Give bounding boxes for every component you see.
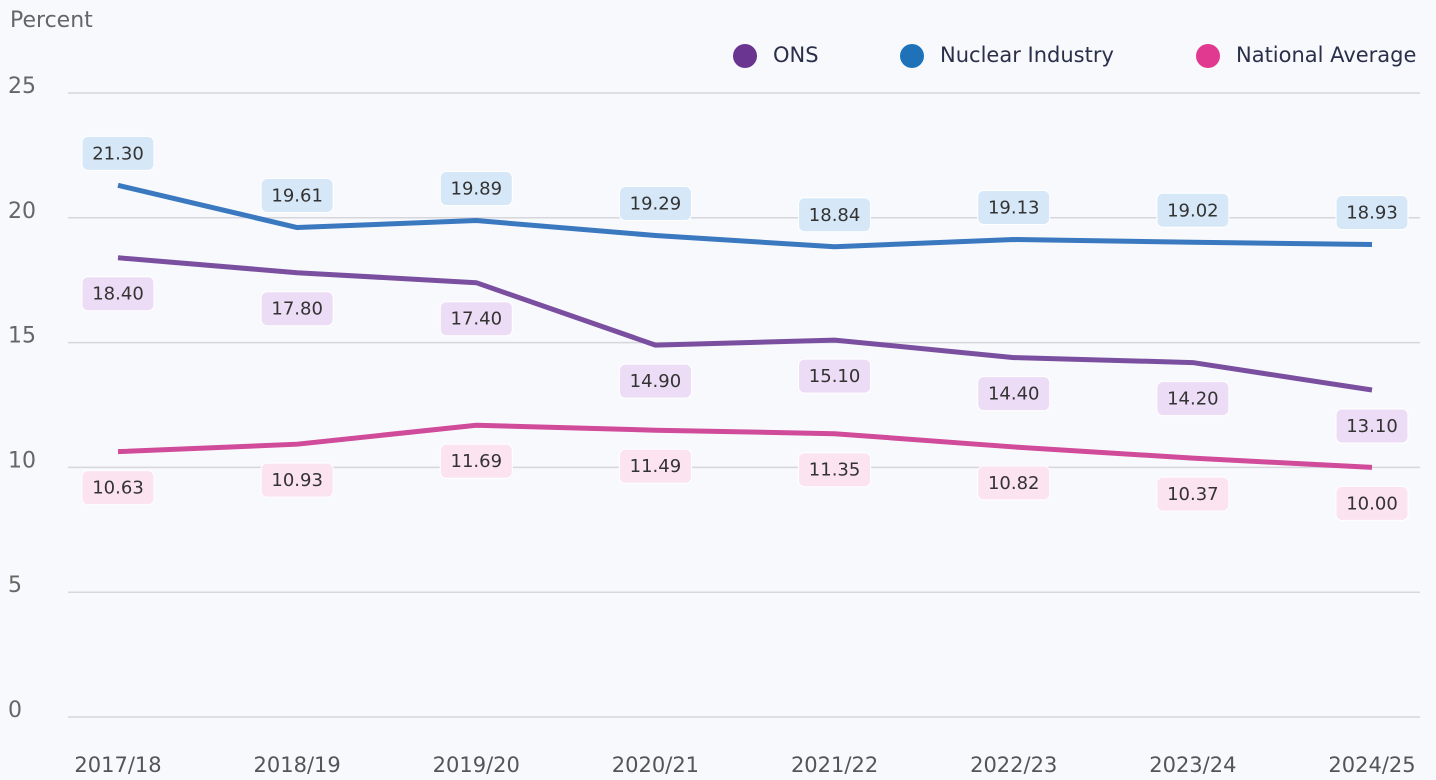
y-tick-label: 25 (8, 74, 36, 99)
data-label-box (618, 186, 692, 222)
data-label-box (260, 178, 334, 214)
data-label-box (260, 291, 334, 327)
data-label: 13.10 (1335, 408, 1409, 444)
data-label-text: 13.10 (1346, 416, 1398, 437)
data-label: 10.63 (81, 470, 155, 506)
data-label-text: 21.30 (92, 143, 144, 164)
data-label-box (798, 197, 872, 233)
data-label: 19.13 (977, 190, 1051, 226)
data-label-box (798, 452, 872, 488)
data-label-box (977, 190, 1051, 226)
series-line (117, 255, 1373, 393)
data-label-box (1335, 408, 1409, 444)
data-label: 19.61 (260, 178, 334, 214)
data-label-box (1156, 381, 1230, 417)
y-tick-label: 15 (8, 324, 36, 349)
x-tick-label: 2017/18 (74, 753, 161, 777)
data-label: 10.37 (1156, 476, 1230, 512)
y-tick-label: 5 (8, 573, 22, 598)
data-label-box (1156, 476, 1230, 512)
legend-swatch (733, 44, 757, 68)
data-label-text: 18.84 (809, 205, 861, 226)
data-label: 11.35 (798, 452, 872, 488)
data-label: 14.90 (618, 363, 692, 399)
series-line (117, 182, 1373, 250)
data-label-text: 15.10 (809, 366, 861, 387)
legend-swatch (1196, 44, 1220, 68)
data-label-text: 11.69 (451, 451, 503, 472)
data-label-box (798, 358, 872, 394)
data-label-text: 10.82 (988, 473, 1040, 494)
data-label: 17.40 (439, 301, 513, 337)
x-tick-label: 2019/20 (433, 753, 520, 777)
data-label: 10.93 (260, 462, 334, 498)
data-label-text: 14.40 (988, 384, 1040, 405)
data-label-box (1156, 192, 1230, 228)
x-tick-label: 2023/24 (1149, 753, 1236, 777)
y-tick-label: 10 (8, 448, 36, 473)
data-label: 14.20 (1156, 381, 1230, 417)
x-tick-label: 2021/22 (791, 753, 878, 777)
data-label: 11.69 (439, 443, 513, 479)
data-label: 19.29 (618, 186, 692, 222)
data-label-box (977, 376, 1051, 412)
data-label: 19.89 (439, 171, 513, 207)
data-label-box (439, 443, 513, 479)
x-tick-label: 2022/23 (970, 753, 1057, 777)
data-label-text: 10.37 (1167, 484, 1219, 505)
data-label: 18.93 (1335, 195, 1409, 231)
x-tick-label: 2024/25 (1328, 753, 1415, 777)
data-label: 10.82 (977, 465, 1051, 501)
data-label-box (260, 462, 334, 498)
data-label-box (81, 276, 155, 312)
data-label-text: 14.20 (1167, 389, 1219, 410)
data-label: 17.80 (260, 291, 334, 327)
data-label-box (618, 448, 692, 484)
data-label-text: 17.80 (271, 299, 323, 320)
legend-label: ONS (773, 43, 819, 67)
data-label: 18.40 (81, 276, 155, 312)
data-label-text: 10.93 (271, 470, 323, 491)
legend-label: National Average (1236, 43, 1416, 67)
series-line (117, 422, 1373, 470)
data-label-box (81, 135, 155, 171)
data-label-text: 19.13 (988, 198, 1040, 219)
data-label-text: 17.40 (451, 309, 503, 330)
data-label-text: 10.00 (1346, 493, 1398, 514)
data-label: 15.10 (798, 358, 872, 394)
data-label: 10.00 (1335, 485, 1409, 521)
y-tick-label: 20 (8, 199, 36, 224)
legend-label: Nuclear Industry (940, 43, 1114, 67)
y-tick-label: 0 (8, 698, 22, 723)
data-label-text: 11.49 (630, 456, 682, 477)
x-tick-label: 2018/19 (254, 753, 341, 777)
data-label-box (1335, 195, 1409, 231)
y-axis-label: Percent (10, 8, 93, 33)
data-label-text: 14.90 (630, 371, 682, 392)
data-label-text: 10.63 (92, 478, 144, 499)
data-label: 11.49 (618, 448, 692, 484)
data-label-text: 18.93 (1346, 203, 1398, 224)
data-label-text: 19.89 (451, 179, 503, 200)
data-label-box (439, 171, 513, 207)
data-label: 21.30 (81, 135, 155, 171)
data-label: 14.40 (977, 376, 1051, 412)
data-label-box (81, 470, 155, 506)
data-label-box (618, 363, 692, 399)
data-label-text: 19.61 (271, 186, 323, 207)
data-label-text: 11.35 (809, 460, 861, 481)
legend-swatch (900, 44, 924, 68)
data-label-box (439, 301, 513, 337)
data-label: 18.84 (798, 197, 872, 233)
x-tick-label: 2020/21 (612, 753, 699, 777)
data-label-text: 19.02 (1167, 200, 1219, 221)
data-label-box (1335, 485, 1409, 521)
data-label-text: 19.29 (630, 194, 682, 215)
data-label-text: 18.40 (92, 284, 144, 305)
data-label: 19.02 (1156, 192, 1230, 228)
data-label-box (977, 465, 1051, 501)
